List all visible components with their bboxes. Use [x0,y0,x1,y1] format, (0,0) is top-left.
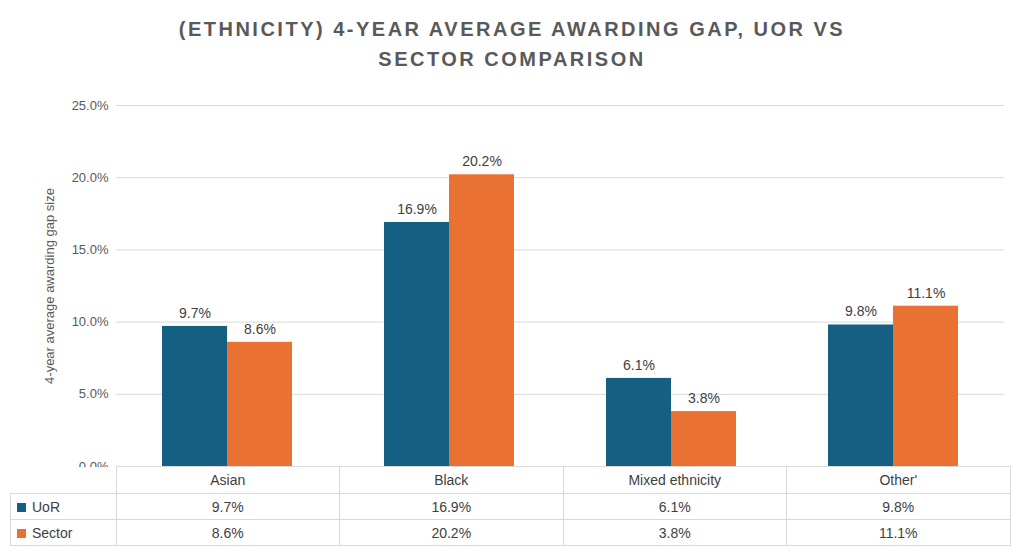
html-text:9.7%: 9.7% [211,498,244,515]
svg-text:20.0%: 20.0% [72,170,109,185]
svg-text:10.0%: 10.0% [72,314,109,329]
svg-text:9.7%: 9.7% [179,305,211,321]
html-text:Sector: Sector [32,524,73,541]
html-text:Black: Black [434,472,469,488]
svg-text:9.8%: 9.8% [845,303,877,319]
html-text:Other': Other' [879,472,918,488]
svg-text:3.8%: 3.8% [688,390,720,406]
svg-text:4-year average awarding gap si: 4-year average awarding gap size [42,188,57,384]
html-text:8.6%: 8.6% [211,524,244,541]
html-text:Mixed ethnicity: Mixed ethnicity [628,472,721,488]
svg-text:20.2%: 20.2% [462,153,502,169]
svg-text:15.0%: 15.0% [72,242,109,257]
html-text:16.9%: 16.9% [431,498,472,515]
html-text:11.1%: 11.1% [878,524,918,541]
svg-text:16.9%: 16.9% [397,201,437,217]
svg-text:6.1%: 6.1% [623,357,655,373]
html-text:9.8%: 9.8% [882,498,915,515]
svg-text:8.6%: 8.6% [244,321,276,337]
html-text:(ETHNICITY) 4-YEAR AVERAGE AWA: (ETHNICITY) 4-YEAR AVERAGE AWARDING GAP,… [178,18,846,70]
html-text:Asian: Asian [210,472,246,488]
html-text:20.2%: 20.2% [431,524,472,541]
svg-text:25.0%: 25.0% [72,98,109,113]
html-text:UoR: UoR [32,498,60,515]
html-text:6.1%: 6.1% [658,498,691,515]
svg-text:11.1%: 11.1% [907,285,946,301]
html-text:3.8%: 3.8% [658,524,691,541]
svg-text:5.0%: 5.0% [79,386,109,401]
